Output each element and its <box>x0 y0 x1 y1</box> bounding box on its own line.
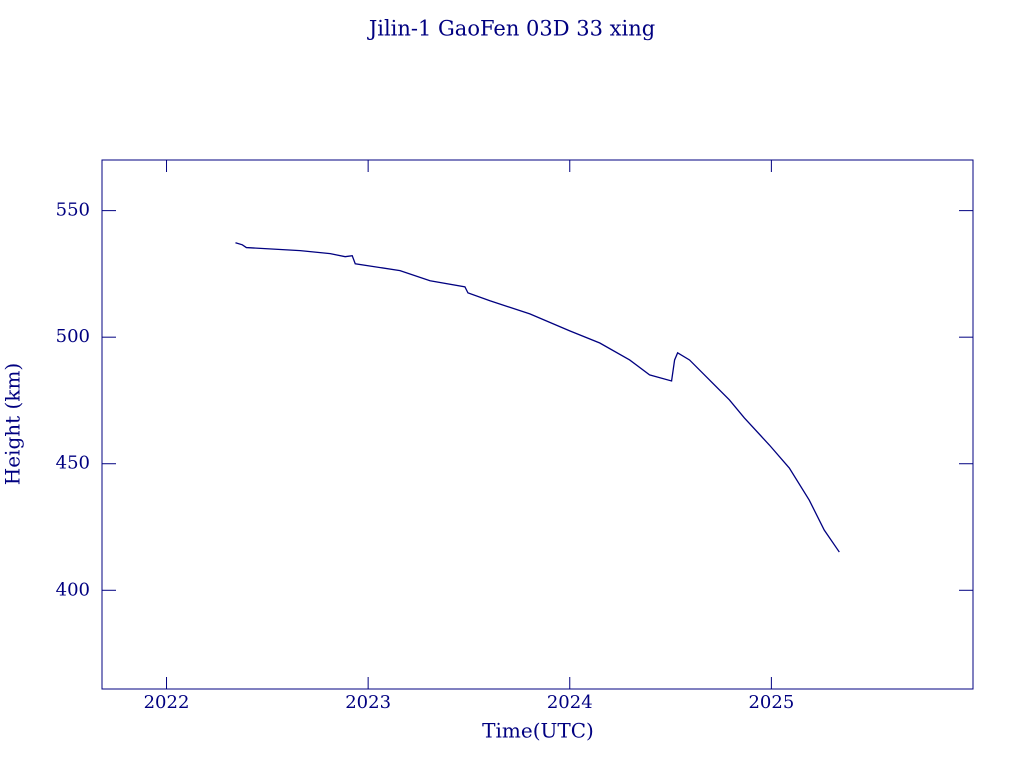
x-tick-label: 2023 <box>345 692 391 713</box>
x-axis-label: Time(UTC) <box>482 719 594 743</box>
y-tick-label: 450 <box>56 453 90 474</box>
data-line <box>235 242 840 553</box>
chart-title: Jilin-1 GaoFen 03D 33 xing <box>367 17 655 41</box>
y-axis-label: Height (km) <box>1 363 25 485</box>
y-tick-label: 500 <box>56 326 90 347</box>
x-tick-label: 2022 <box>144 692 190 713</box>
x-tick-label: 2025 <box>748 692 794 713</box>
y-tick-label: 550 <box>56 200 90 221</box>
x-tick-label: 2024 <box>547 692 593 713</box>
y-tick-label: 400 <box>56 579 90 600</box>
plot-frame <box>101 159 974 690</box>
